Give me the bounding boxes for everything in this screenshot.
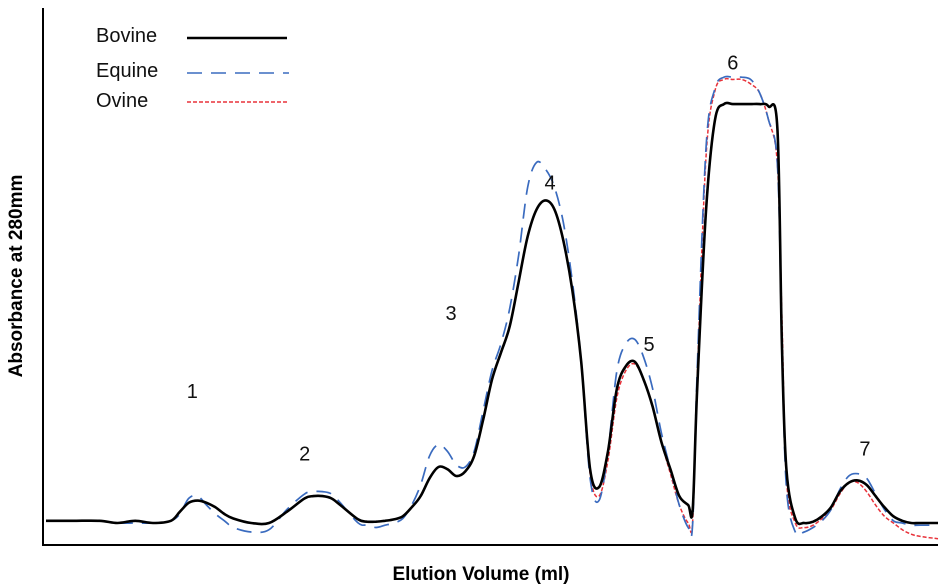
peak-label-6: 6 bbox=[727, 53, 738, 75]
y-axis-title: Absorbance at 280mm bbox=[6, 175, 27, 378]
series-line-ovine bbox=[46, 77, 939, 540]
series-lines bbox=[46, 75, 939, 540]
peak-labels: 1 2 3 4 5 6 7 bbox=[187, 53, 871, 466]
axes bbox=[42, 8, 938, 546]
legend-entry-ovine: Ovine bbox=[96, 90, 287, 112]
legend-label-equine: Equine bbox=[96, 60, 158, 82]
peak-label-3: 3 bbox=[445, 303, 456, 325]
legend-entry-bovine: Bovine bbox=[96, 25, 287, 47]
series-line-equine bbox=[46, 75, 938, 538]
peak-label-1: 1 bbox=[187, 381, 198, 403]
peak-label-5: 5 bbox=[643, 334, 654, 356]
peak-label-4: 4 bbox=[544, 173, 555, 195]
legend: Bovine Equine Ovine bbox=[96, 25, 289, 112]
legend-entry-equine: Equine bbox=[96, 60, 289, 82]
peak-label-2: 2 bbox=[299, 444, 310, 466]
series-line-bovine bbox=[46, 101, 938, 526]
peak-label-7: 7 bbox=[859, 438, 870, 460]
legend-label-bovine: Bovine bbox=[96, 25, 157, 47]
x-axis-title: Elution Volume (ml) bbox=[393, 564, 570, 585]
legend-label-ovine: Ovine bbox=[96, 90, 148, 112]
